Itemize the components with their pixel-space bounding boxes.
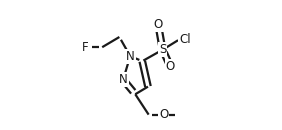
Text: S: S [159, 43, 166, 56]
Text: Cl: Cl [179, 33, 191, 46]
Text: N: N [119, 73, 127, 86]
Text: N: N [126, 50, 135, 63]
Text: O: O [154, 18, 163, 31]
Text: F: F [82, 41, 89, 54]
Text: O: O [159, 108, 169, 121]
Text: O: O [166, 60, 175, 73]
